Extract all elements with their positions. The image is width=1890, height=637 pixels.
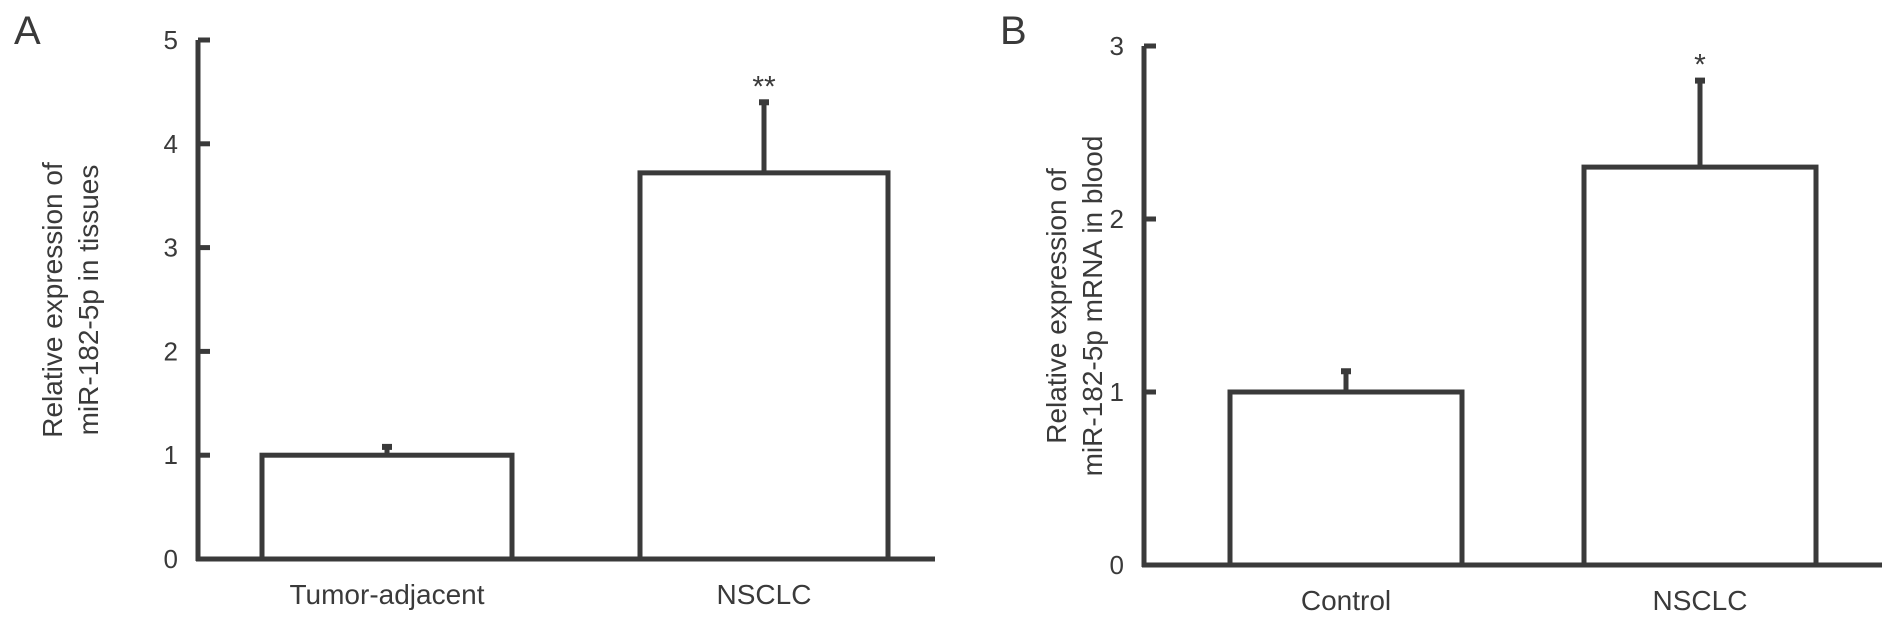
y-tick-label: 1	[1110, 377, 1124, 407]
y-axis-label-line: Relative expression of	[1041, 168, 1072, 444]
y-tick-label: 2	[164, 336, 178, 366]
y-tick-label: 4	[164, 129, 178, 159]
significance-marker: *	[1694, 49, 1706, 82]
significance-marker: **	[752, 70, 776, 103]
bar	[637, 170, 891, 562]
y-tick-label: 2	[1110, 204, 1124, 234]
x-category-label: NSCLC	[717, 579, 812, 610]
y-tick-label: 3	[1110, 31, 1124, 61]
y-axis-label-line: miR-182-5p mRNA in blood	[1077, 136, 1108, 477]
y-tick-label: 0	[1110, 550, 1124, 580]
y-tick-label: 0	[164, 544, 178, 574]
y-axis-label: Relative expression of miR-182-5p in tiss…	[37, 162, 104, 438]
panel-letter: A	[14, 9, 41, 53]
y-tick-label: 1	[164, 440, 178, 470]
y-axis-label-line: Relative expression of	[37, 162, 68, 438]
bar	[259, 452, 515, 562]
y-axis-label-line: miR-182-5p in tissues	[73, 165, 104, 436]
x-category-label: Control	[1301, 585, 1391, 616]
x-category-label: Tumor-adjacent	[289, 579, 484, 610]
chart-panel-b: B 0 1 2 3 Relative expression of miR-182-5p mR…	[1000, 9, 1882, 616]
y-tick-label: 3	[164, 233, 178, 263]
y-axis-label: Relative expression of miR-182-5p mRNA in…	[1041, 136, 1108, 477]
chart-panel-a: A 0 1 2 3 4 5 Relative expression of miR-182-5p …	[14, 9, 935, 610]
bar	[1581, 164, 1819, 568]
bar	[1227, 389, 1465, 568]
y-tick-label: 5	[164, 25, 178, 55]
x-category-label: NSCLC	[1653, 585, 1748, 616]
panel-letter: B	[1000, 9, 1027, 53]
